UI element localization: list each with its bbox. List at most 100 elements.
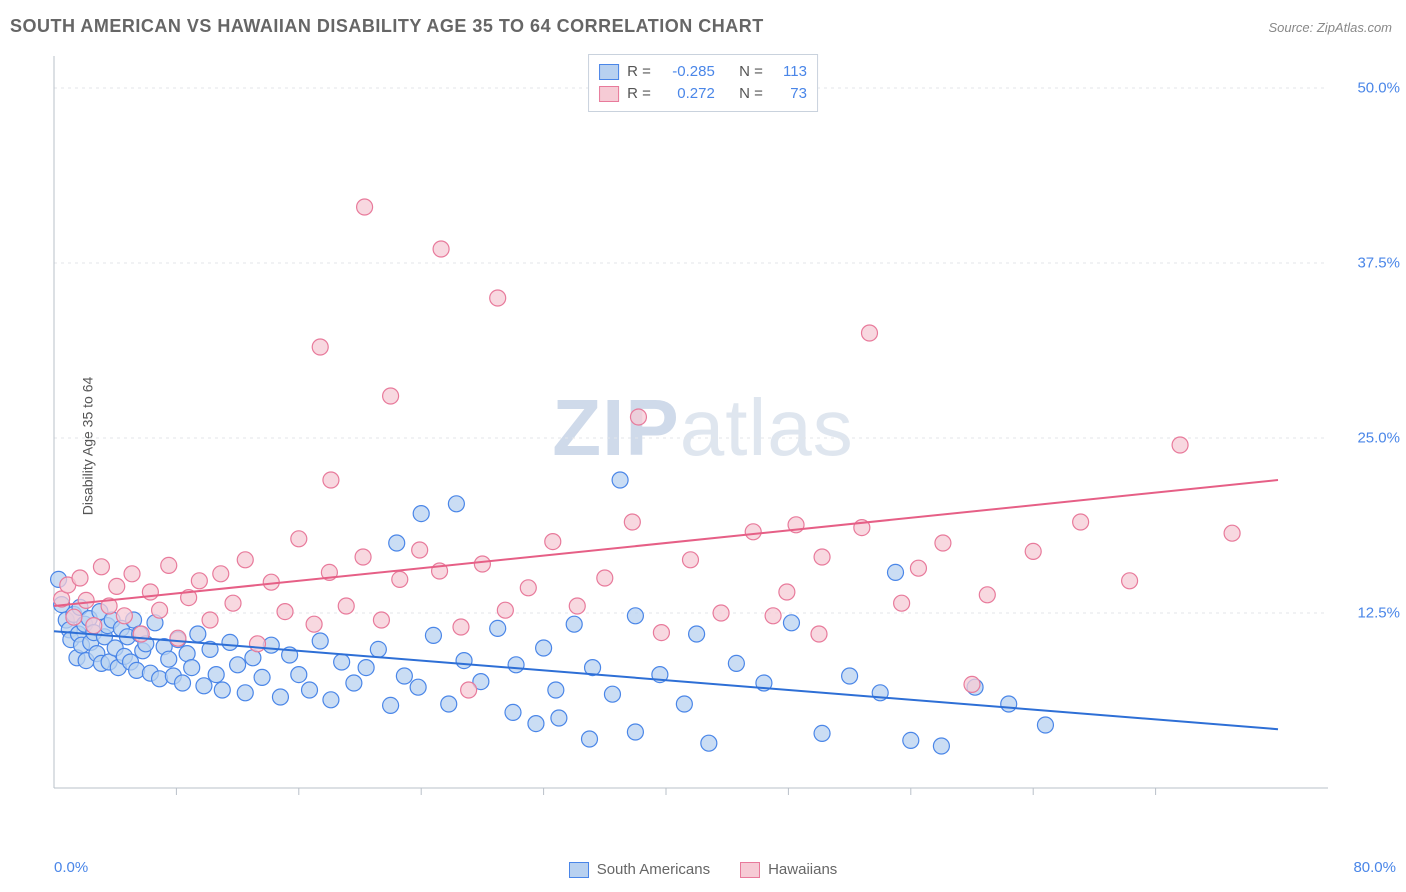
- data-point: [814, 549, 830, 565]
- data-point: [1073, 514, 1089, 530]
- data-point: [291, 531, 307, 547]
- data-point: [713, 605, 729, 621]
- data-point: [783, 615, 799, 631]
- data-point: [373, 612, 389, 628]
- data-point: [86, 618, 102, 634]
- data-point: [230, 657, 246, 673]
- data-point: [910, 560, 926, 576]
- data-point: [566, 616, 582, 632]
- stats-row: R =0.272 N =73: [599, 83, 807, 105]
- data-point: [214, 682, 230, 698]
- data-point: [612, 472, 628, 488]
- data-point: [213, 566, 229, 582]
- data-point: [109, 578, 125, 594]
- data-point: [161, 557, 177, 573]
- data-point: [93, 559, 109, 575]
- chart-title: SOUTH AMERICAN VS HAWAIIAN DISABILITY AG…: [10, 16, 764, 37]
- data-point: [358, 660, 374, 676]
- data-point: [1172, 437, 1188, 453]
- data-point: [505, 704, 521, 720]
- data-point: [175, 675, 191, 691]
- data-point: [490, 620, 506, 636]
- n-label: N =: [739, 83, 763, 105]
- data-point: [433, 241, 449, 257]
- data-point: [170, 630, 186, 646]
- data-point: [355, 549, 371, 565]
- data-point: [682, 552, 698, 568]
- data-point: [964, 676, 980, 692]
- data-point: [453, 619, 469, 635]
- data-point: [888, 564, 904, 580]
- source-attribution: Source: ZipAtlas.com: [1268, 20, 1392, 35]
- data-point: [116, 608, 132, 624]
- data-point: [861, 325, 877, 341]
- data-point: [548, 682, 564, 698]
- data-point: [237, 685, 253, 701]
- data-point: [237, 552, 253, 568]
- legend-label: Hawaiians: [768, 861, 837, 878]
- n-label: N =: [739, 61, 763, 83]
- data-point: [124, 566, 140, 582]
- data-point: [597, 570, 613, 586]
- data-point: [630, 409, 646, 425]
- data-point: [1037, 717, 1053, 733]
- data-point: [129, 662, 145, 678]
- data-point: [894, 595, 910, 611]
- data-point: [676, 696, 692, 712]
- data-point: [396, 668, 412, 684]
- data-point: [412, 542, 428, 558]
- y-tick-label: 25.0%: [1357, 430, 1400, 447]
- chart-container: SOUTH AMERICAN VS HAWAIIAN DISABILITY AG…: [0, 0, 1406, 892]
- series-legend: South Americans Hawaiians: [0, 861, 1406, 878]
- scatter-plot: [48, 50, 1338, 830]
- data-point: [490, 290, 506, 306]
- data-point: [545, 534, 561, 550]
- data-point: [389, 535, 405, 551]
- series-swatch: [569, 862, 589, 878]
- y-tick-label: 37.5%: [1357, 255, 1400, 272]
- r-label: R =: [627, 61, 651, 83]
- data-point: [811, 626, 827, 642]
- data-point: [323, 692, 339, 708]
- data-point: [323, 472, 339, 488]
- y-tick-label: 50.0%: [1357, 80, 1400, 97]
- data-point: [302, 682, 318, 698]
- data-point: [312, 633, 328, 649]
- data-point: [277, 604, 293, 620]
- y-tick-label: 12.5%: [1357, 605, 1400, 622]
- data-point: [551, 710, 567, 726]
- data-point: [202, 612, 218, 628]
- data-point: [569, 598, 585, 614]
- data-point: [272, 689, 288, 705]
- data-point: [604, 686, 620, 702]
- data-point: [1122, 573, 1138, 589]
- data-point: [624, 514, 640, 530]
- data-point: [306, 616, 322, 632]
- data-point: [842, 668, 858, 684]
- trend-line: [54, 631, 1278, 729]
- data-point: [474, 556, 490, 572]
- data-point: [627, 608, 643, 624]
- data-point: [249, 636, 265, 652]
- data-point: [152, 602, 168, 618]
- data-point: [254, 669, 270, 685]
- data-point: [152, 671, 168, 687]
- data-point: [1001, 696, 1017, 712]
- data-point: [222, 634, 238, 650]
- data-point: [979, 587, 995, 603]
- data-point: [653, 625, 669, 641]
- legend-item: Hawaiians: [740, 861, 837, 878]
- n-value: 113: [771, 61, 807, 83]
- data-point: [208, 667, 224, 683]
- data-point: [334, 654, 350, 670]
- data-point: [933, 738, 949, 754]
- data-point: [346, 675, 362, 691]
- data-point: [425, 627, 441, 643]
- data-point: [456, 653, 472, 669]
- data-point: [190, 626, 206, 642]
- data-point: [520, 580, 536, 596]
- legend-item: South Americans: [569, 861, 710, 878]
- data-point: [338, 598, 354, 614]
- data-point: [383, 697, 399, 713]
- data-point: [191, 573, 207, 589]
